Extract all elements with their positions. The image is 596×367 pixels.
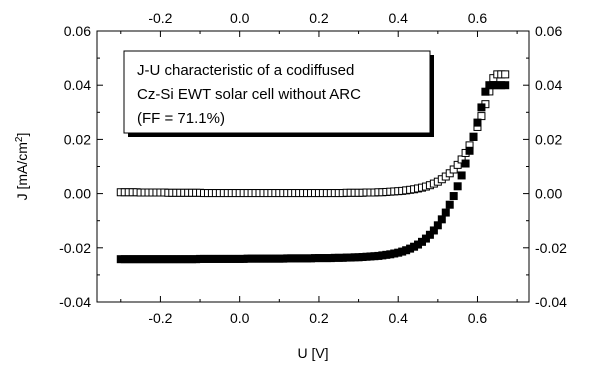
filled-square-point: [473, 118, 482, 127]
annotation-frame: [123, 50, 431, 134]
annotation-line-2: Cz-Si EWT solar cell without ARC: [137, 86, 361, 103]
x-tick-label-top: 0.2: [309, 10, 329, 26]
x-tick-label-bottom: 0.0: [230, 310, 250, 326]
x-tick-label-top: 0.0: [230, 10, 250, 26]
plot-frame: [96, 30, 530, 303]
y-axis-label-close: ]: [14, 133, 30, 137]
filled-square-point: [469, 132, 478, 141]
y-tick-label-left: 0.02: [64, 131, 91, 147]
annotation-line-1: J-U characteristic of a codiffused: [137, 62, 354, 79]
x-tick-label-top: 0.4: [388, 10, 408, 26]
series-2: [116, 81, 510, 264]
x-tick-label-bottom: -0.2: [148, 310, 172, 326]
filled-square-point: [481, 87, 490, 96]
x-tick-label-top: -0.2: [148, 10, 172, 26]
axis-ticks: [97, 30, 529, 303]
filled-square-point: [441, 208, 450, 217]
x-tick-label-bottom: 0.6: [468, 310, 488, 326]
y-tick-label-right: 0.02: [535, 131, 562, 147]
x-tick-label-top: 0.6: [468, 10, 488, 26]
y-tick-label-left: -0.04: [59, 294, 91, 310]
filled-square-point: [453, 182, 462, 191]
open-square-point: [501, 70, 510, 79]
open-square-point: [477, 112, 486, 121]
y-tick-label-right: 0.04: [535, 77, 562, 93]
filled-square-point: [461, 159, 470, 168]
filled-square-point: [477, 103, 486, 112]
y-tick-label-right: 0.06: [535, 23, 562, 39]
y-tick-label-right: -0.02: [535, 240, 567, 256]
y-tick-label-left: 0.06: [64, 23, 91, 39]
filled-square-point: [449, 192, 458, 201]
annotation-box: J-U characteristic of a codiffused Cz-Si…: [123, 50, 434, 137]
filled-square-point: [501, 81, 510, 90]
tick-labels: -0.2 -0.2 0.0 0.0 0.2 0.2 0.4 0.4 0.6 0.6 -0.04 -0.…: [59, 10, 567, 326]
x-tick-label-bottom: 0.2: [309, 310, 329, 326]
y-tick-label-right: 0.00: [535, 186, 562, 202]
y-tick-label-left: 0.00: [64, 186, 91, 202]
y-tick-label-left: 0.04: [64, 77, 91, 93]
annotation-line-3: (FF = 71.1%): [137, 110, 225, 127]
filled-square-point: [465, 146, 474, 155]
y-tick-label-left: -0.02: [59, 240, 91, 256]
y-axis-label-sup: 2: [14, 136, 25, 142]
filled-square-point: [445, 200, 454, 209]
series-1: [116, 70, 510, 198]
series-layer: [116, 70, 510, 264]
x-tick-label-bottom: 0.4: [388, 310, 408, 326]
filled-square-point: [457, 171, 466, 180]
x-axis-label: U [V]: [297, 345, 328, 361]
y-axis-label-main: J [mA/cm: [14, 142, 30, 200]
y-axis-label: J [mA/cm2]: [14, 133, 30, 201]
y-tick-label-right: -0.04: [535, 294, 567, 310]
filled-square-point: [437, 215, 446, 224]
